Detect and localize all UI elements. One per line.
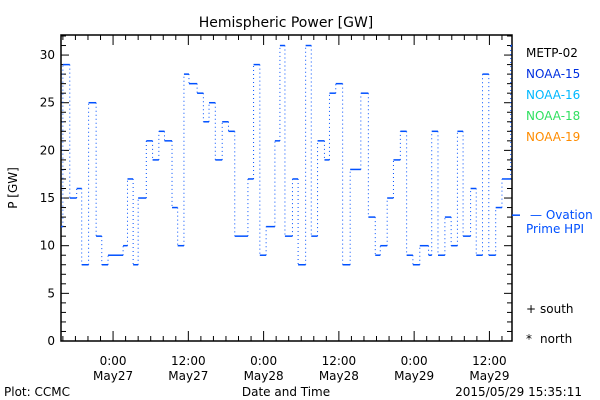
x-tick-time: 0:00	[401, 354, 428, 368]
x-tick-time: 12:00	[322, 354, 357, 368]
chart-title: Hemispheric Power [GW]	[199, 15, 374, 31]
plot-frame	[60, 34, 513, 342]
x-tick-time: 0:00	[250, 354, 277, 368]
y-tick-label: 5	[47, 286, 55, 300]
x-axis-label: Date and Time	[242, 385, 330, 399]
legend-item: NOAA-18	[526, 109, 580, 123]
plot-credit: Plot: CCMC	[4, 385, 70, 399]
y-axis-label: P [GW]	[6, 167, 20, 209]
x-tick-date: May27	[168, 369, 208, 383]
legend-item: METP-02	[526, 46, 578, 60]
y-tick-label: 10	[40, 239, 55, 253]
y-tick-label: 25	[40, 96, 55, 110]
legend-item: NOAA-16	[526, 88, 580, 102]
x-tick-date: May27	[93, 369, 133, 383]
north-marker-label: north	[540, 332, 572, 346]
ovation-prime-marker: — Ovation Prime HPI	[512, 208, 593, 236]
legend-item: NOAA-15	[526, 67, 580, 81]
x-tick-date: May28	[319, 369, 359, 383]
y-tick-label: 0	[47, 334, 55, 348]
y-axis: 0 5 10 15 20 25 30	[40, 35, 512, 348]
south-marker-symbol: +	[526, 302, 536, 316]
ovation-label-2: Prime HPI	[526, 222, 584, 236]
x-axis: 0:00May2712:00May270:00May2812:00May280:…	[62, 35, 509, 383]
y-tick-label: 20	[40, 143, 55, 157]
x-tick-date: May28	[244, 369, 284, 383]
legend-item: NOAA-19	[526, 130, 580, 144]
y-tick-label: 15	[40, 191, 55, 205]
ovation-label: — Ovation	[530, 208, 593, 222]
x-tick-date: May29	[469, 369, 509, 383]
noaa-15-series	[61, 44, 512, 266]
x-tick-time: 12:00	[171, 354, 206, 368]
y-tick-label: 30	[40, 48, 55, 62]
x-tick-time: 12:00	[472, 354, 507, 368]
marker-legend: + south * north	[526, 302, 574, 346]
x-tick-time: 0:00	[100, 354, 127, 368]
south-marker-label: south	[540, 302, 574, 316]
timestamp: 2015/05/29 15:35:11	[455, 385, 582, 399]
north-marker-symbol: *	[526, 332, 532, 346]
x-tick-date: May29	[394, 369, 434, 383]
legend: METP-02 NOAA-15 NOAA-16 NOAA-18 NOAA-19	[526, 46, 580, 144]
